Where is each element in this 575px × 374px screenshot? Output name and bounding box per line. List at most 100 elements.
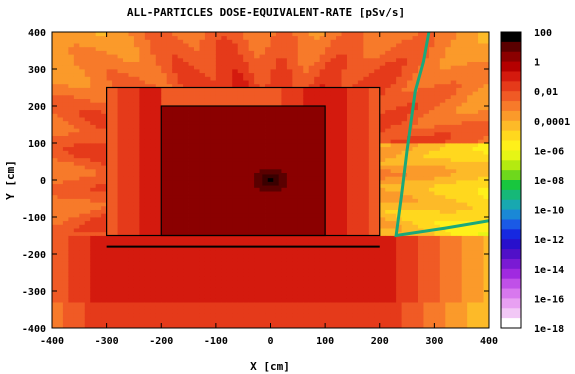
heatmap-cell (270, 250, 277, 255)
heatmap-cell (128, 198, 135, 203)
heatmap-cell (144, 194, 151, 199)
heatmap-cell (346, 180, 353, 185)
heatmap-cell (150, 250, 157, 255)
heatmap-cell (357, 287, 364, 292)
heatmap-cell (243, 250, 250, 255)
heatmap-cell (319, 320, 326, 325)
heatmap-cell (319, 109, 326, 114)
heatmap-cell (336, 235, 342, 240)
heatmap-cell (84, 305, 91, 310)
heatmap-cell (374, 143, 381, 148)
heatmap-cell (341, 102, 348, 107)
heatmap-cell (341, 298, 348, 303)
heatmap-cell (297, 320, 304, 325)
heatmap-cell (155, 80, 162, 85)
heatmap-cell (188, 128, 195, 133)
heatmap-cell (79, 242, 86, 247)
heatmap-cell (128, 268, 135, 273)
heatmap-cell (166, 294, 173, 299)
heatmap-cell (177, 191, 184, 196)
heatmap-cell (73, 150, 80, 155)
heatmap-cell (90, 213, 97, 218)
heatmap-cell (281, 157, 288, 162)
heatmap-cell (161, 231, 168, 236)
heatmap-cell (133, 94, 140, 99)
heatmap-cell (308, 57, 315, 62)
heatmap-cell (52, 50, 58, 55)
heatmap-cell (106, 231, 113, 236)
heatmap-cell (117, 135, 124, 140)
heatmap-cell (144, 154, 151, 159)
heatmap-cell (232, 272, 239, 277)
heatmap-cell (341, 168, 348, 173)
heatmap-cell (101, 298, 108, 303)
heatmap-cell (281, 87, 288, 92)
heatmap-cell (117, 35, 124, 40)
heatmap-cell (215, 261, 222, 266)
heatmap-cell (308, 102, 315, 107)
heatmap-cell (308, 276, 315, 281)
heatmap-cell (62, 165, 69, 170)
heatmap-cell (357, 246, 364, 251)
heatmap-cell (346, 157, 353, 162)
heatmap-cell (221, 113, 228, 118)
heatmap-cell (57, 309, 64, 314)
heatmap-cell (357, 205, 364, 210)
heatmap-cell (368, 246, 375, 251)
heatmap-cell (254, 309, 260, 314)
heatmap-cell (314, 298, 321, 303)
heatmap-cell (314, 172, 321, 177)
heatmap-cell (221, 209, 228, 214)
heatmap-cell (341, 32, 348, 37)
heatmap-cell (270, 154, 277, 159)
heatmap-cell (368, 224, 375, 229)
heatmap-cell (183, 205, 189, 210)
heatmap-cell (292, 35, 299, 40)
heatmap-cell (144, 183, 151, 188)
heatmap-cell (161, 57, 168, 62)
heatmap-cell (226, 242, 233, 247)
heatmap-cell (95, 276, 102, 281)
heatmap-cell (232, 32, 239, 37)
heatmap-cell (68, 161, 75, 166)
heatmap-cell (303, 117, 310, 122)
heatmap-cell (183, 146, 189, 151)
heatmap-cell (297, 131, 304, 136)
heatmap-cell (292, 109, 299, 114)
heatmap-cell (52, 261, 58, 266)
heatmap-cell (128, 209, 135, 214)
heatmap-cell (243, 69, 250, 74)
heatmap-cell (155, 309, 162, 314)
heatmap-cell (57, 65, 64, 70)
heatmap-cell (117, 94, 124, 99)
heatmap-cell (346, 143, 353, 148)
heatmap-cell (117, 257, 124, 262)
heatmap-cell (265, 302, 271, 307)
heatmap-cell (286, 54, 293, 59)
heatmap-cell (379, 135, 386, 140)
heatmap-cell (259, 272, 266, 277)
heatmap-cell (194, 272, 200, 277)
heatmap-cell (90, 305, 97, 310)
heatmap-cell (117, 143, 124, 148)
heatmap-cell (325, 283, 331, 288)
heatmap-cell (275, 154, 282, 159)
heatmap-cell (308, 257, 315, 262)
heatmap-cell (73, 172, 80, 177)
heatmap-cell (281, 224, 288, 229)
heatmap-cell (292, 168, 299, 173)
heatmap-cell (62, 43, 69, 48)
heatmap-cell (123, 180, 129, 185)
heatmap-cell (265, 50, 271, 55)
heatmap-cell (183, 154, 189, 159)
heatmap-cell (254, 69, 260, 74)
heatmap-cell (237, 65, 244, 70)
heatmap-cell (183, 220, 189, 225)
heatmap-cell (232, 150, 239, 155)
heatmap-cell (303, 198, 310, 203)
heatmap-cell (303, 176, 310, 181)
heatmap-cell (57, 261, 64, 266)
heatmap-cell (57, 98, 64, 103)
heatmap-cell (357, 250, 364, 255)
heatmap-cell (79, 261, 86, 266)
